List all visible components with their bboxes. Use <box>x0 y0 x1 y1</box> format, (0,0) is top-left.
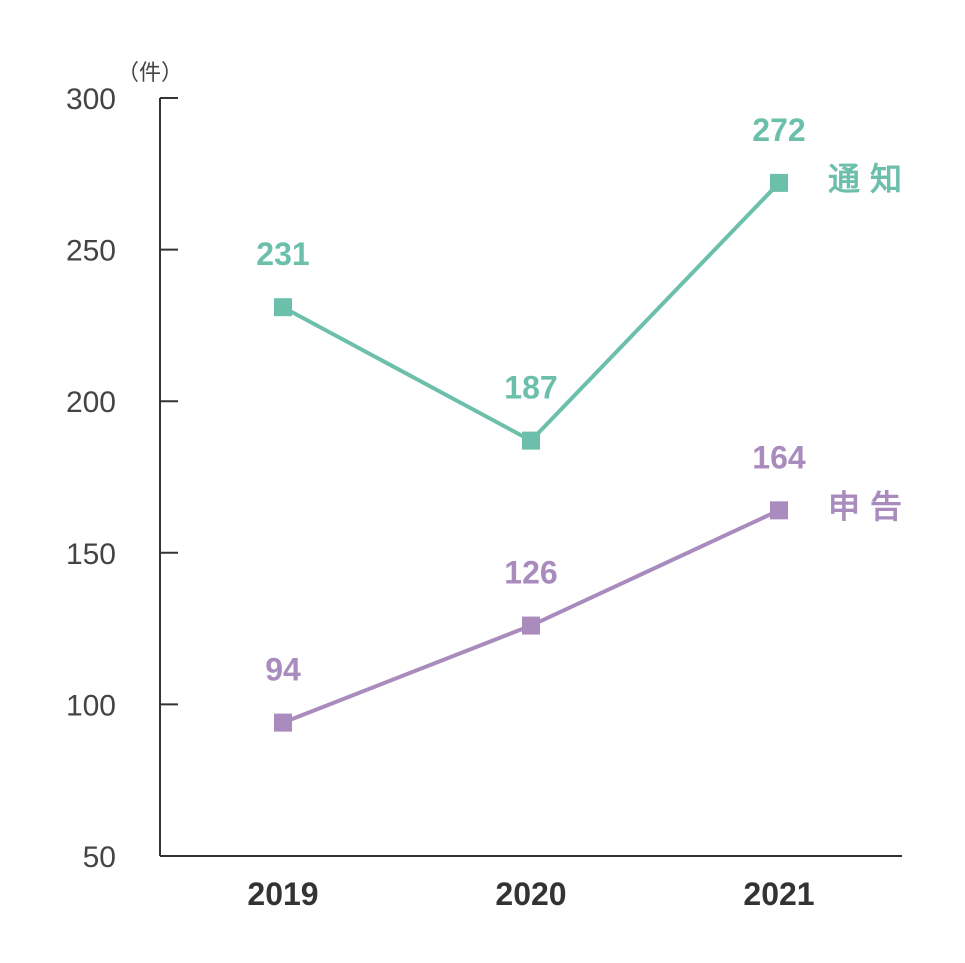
series-layer: 231 187 272 通知 94 126 164 申告 <box>256 112 912 732</box>
data-point-marker <box>522 616 540 635</box>
x-tick-label: 2021 <box>743 876 814 912</box>
y-tick-label: 100 <box>66 689 116 722</box>
y-tick-label: 200 <box>66 386 116 419</box>
axes: （件） <box>117 60 902 857</box>
series-name-label: 申告 <box>828 487 912 525</box>
x-tick-label: 2020 <box>495 876 566 912</box>
data-label: 164 <box>752 439 806 475</box>
y-tick-label: 250 <box>66 235 116 268</box>
series-group: 231 187 272 通知 <box>256 112 912 450</box>
data-point-marker <box>274 713 292 732</box>
data-label: 231 <box>256 236 309 272</box>
x-ticks: 2019 2020 2021 <box>247 876 814 912</box>
data-label: 187 <box>504 370 557 406</box>
data-label: 272 <box>752 112 805 148</box>
series-group: 94 126 164 申告 <box>265 439 912 732</box>
series-line <box>282 508 780 725</box>
y-ticks: 50 100 150 200 250 300 <box>66 83 178 874</box>
data-point-marker <box>522 431 540 450</box>
data-label: 126 <box>504 555 557 591</box>
y-tick-label: 50 <box>83 841 116 874</box>
y-axis-unit-label: （件） <box>117 60 183 85</box>
data-point-marker <box>770 501 788 520</box>
x-tick-label: 2019 <box>247 876 318 912</box>
series-name-label: 通知 <box>828 160 912 198</box>
data-point-marker <box>274 298 292 317</box>
data-label: 94 <box>265 652 301 688</box>
y-tick-label: 300 <box>66 83 116 116</box>
data-point-marker <box>770 173 788 192</box>
y-tick-label: 150 <box>66 538 116 571</box>
